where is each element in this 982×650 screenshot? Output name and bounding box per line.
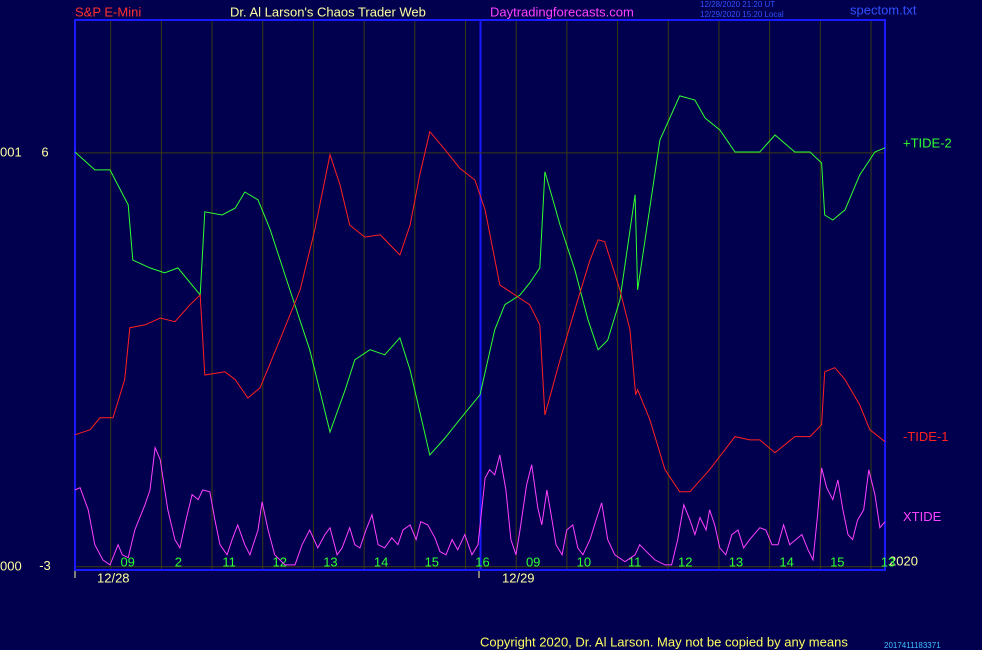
website: Daytradingforecasts.com — [490, 4, 634, 19]
footer-code: 2017411183371 — [884, 641, 941, 650]
date-label: 12/28 — [97, 570, 130, 585]
date-label: 12/29 — [502, 570, 535, 585]
y-tick-label: 6 — [41, 144, 48, 159]
x-tick-label: 13 — [323, 554, 337, 569]
x-tick-label: 16 — [475, 554, 489, 569]
file-name: spectom.txt — [850, 2, 917, 17]
plot-frame — [74, 19, 886, 571]
y-prefix: 000 — [0, 558, 22, 573]
x-tick-label: 12 — [678, 554, 692, 569]
x-tick-label: 12 — [273, 554, 287, 569]
x-tick-label: 11 — [628, 554, 642, 569]
legend-label: -TIDE-1 — [903, 429, 949, 444]
y-prefix: 001 — [0, 144, 22, 159]
series-line — [74, 130, 886, 493]
x-tick-label: 15 — [830, 554, 844, 569]
timestamp: 12/29/2020 15:20 Local — [700, 10, 784, 19]
chart-title: Dr. Al Larson's Chaos Trader Web — [230, 4, 426, 19]
series-line — [74, 445, 886, 566]
legend-label: +TIDE-2 — [903, 135, 952, 150]
symbol: S&P E-Mini — [75, 4, 141, 19]
x-tick-label: 13 — [881, 554, 895, 569]
y-tick-label: -3 — [39, 558, 51, 573]
legend-label: XTIDE — [903, 509, 942, 524]
x-tick-label: 14 — [779, 554, 793, 569]
series-line — [74, 95, 886, 457]
x-tick-label: 09 — [526, 554, 540, 569]
x-tick-label: 11 — [222, 554, 236, 569]
year-label: 2020 — [889, 553, 918, 568]
x-tick-label: 14 — [374, 554, 388, 569]
copyright: Copyright 2020, Dr. Al Larson. May not b… — [480, 634, 848, 649]
x-tick-label: 15 — [425, 554, 439, 569]
x-tick-label: 2 — [175, 554, 182, 569]
x-tick-label: 09 — [120, 554, 134, 569]
x-tick-label: 10 — [577, 554, 591, 569]
timestamp: 12/28/2020 21:20 UT — [700, 0, 775, 9]
x-tick-label: 13 — [729, 554, 743, 569]
